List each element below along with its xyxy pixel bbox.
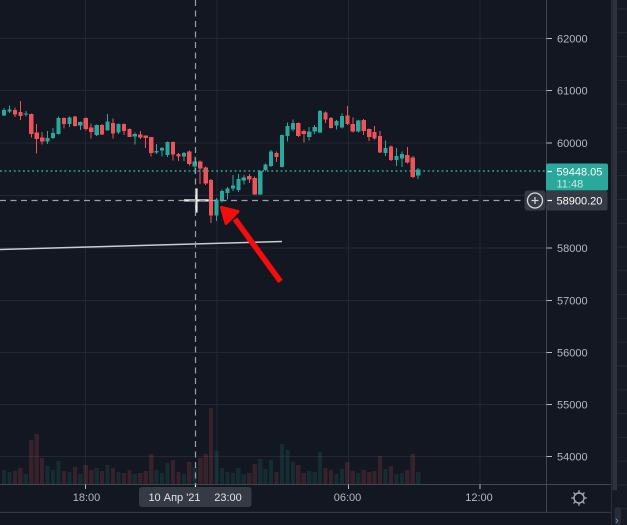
svg-text:56000: 56000	[557, 348, 588, 360]
svg-text:11:48: 11:48	[557, 179, 584, 191]
svg-text:62000: 62000	[557, 34, 588, 46]
svg-text:06:00: 06:00	[334, 492, 362, 504]
svg-text:60000: 60000	[557, 138, 588, 150]
svg-text:18:00: 18:00	[73, 492, 101, 504]
svg-text:12:00: 12:00	[465, 492, 493, 504]
svg-text:58000: 58000	[557, 243, 588, 255]
svg-text:54000: 54000	[557, 452, 588, 464]
svg-text:57000: 57000	[557, 296, 588, 308]
svg-text:55000: 55000	[557, 400, 588, 412]
svg-text:10 Апр '21: 10 Апр '21	[148, 492, 200, 504]
svg-text:23:00: 23:00	[214, 492, 242, 504]
svg-text:61000: 61000	[557, 86, 588, 98]
svg-text:59448.05: 59448.05	[557, 167, 603, 179]
svg-text:58900.20: 58900.20	[557, 196, 603, 208]
svg-text:›: ›	[615, 515, 619, 525]
